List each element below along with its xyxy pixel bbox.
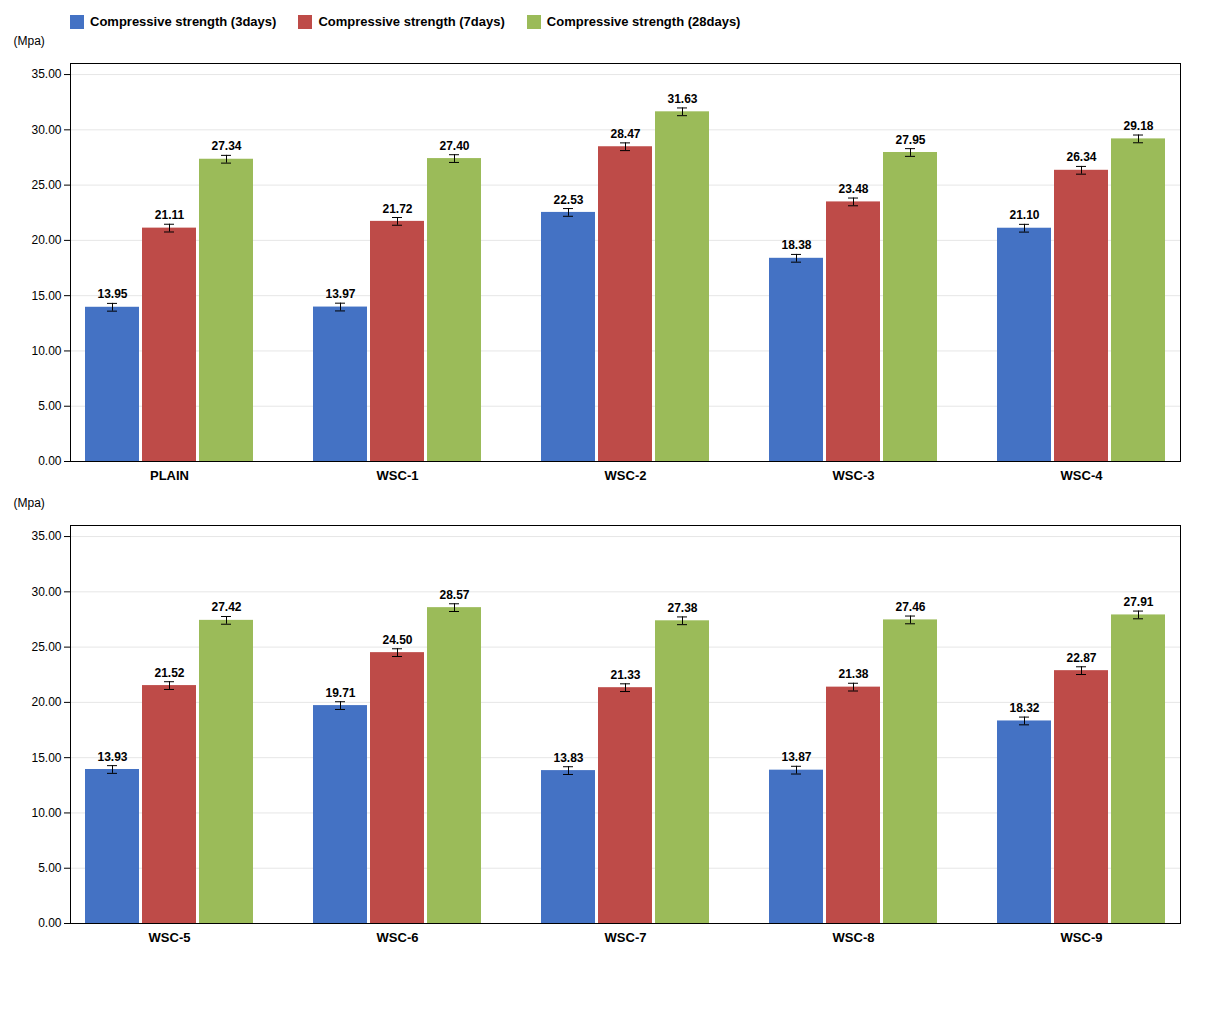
svg-text:PLAIN: PLAIN [150, 468, 189, 483]
svg-text:WSC-2: WSC-2 [605, 468, 647, 483]
svg-text:WSC-1: WSC-1 [377, 468, 419, 483]
svg-text:(Mpa): (Mpa) [14, 496, 45, 510]
svg-text:5.00: 5.00 [38, 861, 62, 875]
html-text:Compressive strength (28days): Compressive strength (28days) [546, 14, 741, 29]
svg-text:21.38: 21.38 [838, 667, 868, 681]
svg-text:28.47: 28.47 [610, 127, 640, 141]
svg-text:18.38: 18.38 [781, 238, 811, 252]
svg-text:35.00: 35.00 [31, 67, 61, 81]
svg-text:21.10: 21.10 [1009, 208, 1039, 222]
svg-text:22.53: 22.53 [553, 193, 583, 207]
svg-text:27.95: 27.95 [895, 133, 925, 147]
svg-text:10.00: 10.00 [31, 806, 61, 820]
svg-text:21.52: 21.52 [154, 666, 184, 680]
svg-text:WSC-8: WSC-8 [833, 930, 875, 945]
svg-text:13.83: 13.83 [553, 751, 583, 765]
svg-text:21.72: 21.72 [382, 202, 412, 216]
svg-text:10.00: 10.00 [31, 344, 61, 358]
svg-text:13.87: 13.87 [781, 750, 811, 764]
svg-text:21.33: 21.33 [610, 668, 640, 682]
svg-text:35.00: 35.00 [31, 529, 61, 543]
svg-text:25.00: 25.00 [31, 640, 61, 654]
svg-text:WSC-5: WSC-5 [149, 930, 191, 945]
svg-text:5.00: 5.00 [38, 399, 62, 413]
svg-text:WSC-9: WSC-9 [1061, 930, 1103, 945]
svg-text:31.63: 31.63 [667, 92, 697, 106]
html-text:Compressive strength (3days): Compressive strength (3days) [90, 14, 277, 29]
svg-text:27.34: 27.34 [211, 139, 241, 153]
svg-text:15.00: 15.00 [31, 289, 61, 303]
svg-text:WSC-4: WSC-4 [1061, 468, 1104, 483]
svg-text:24.50: 24.50 [382, 633, 412, 647]
svg-text:27.40: 27.40 [439, 139, 469, 153]
html-text:Compressive strength (7days): Compressive strength (7days) [318, 14, 505, 29]
svg-text:19.71: 19.71 [325, 686, 355, 700]
svg-text:25.00: 25.00 [31, 178, 61, 192]
svg-text:20.00: 20.00 [31, 695, 61, 709]
svg-text:28.57: 28.57 [439, 588, 469, 602]
svg-text:30.00: 30.00 [31, 123, 61, 137]
svg-text:30.00: 30.00 [31, 585, 61, 599]
svg-text:20.00: 20.00 [31, 233, 61, 247]
svg-text:13.95: 13.95 [97, 287, 127, 301]
svg-text:0.00: 0.00 [38, 916, 62, 930]
svg-text:27.46: 27.46 [895, 600, 925, 614]
svg-text:(Mpa): (Mpa) [14, 34, 45, 48]
svg-text:0.00: 0.00 [38, 454, 62, 468]
svg-text:22.87: 22.87 [1066, 651, 1096, 665]
svg-text:WSC-3: WSC-3 [833, 468, 875, 483]
svg-text:21.11: 21.11 [155, 208, 185, 222]
svg-text:WSC-6: WSC-6 [377, 930, 419, 945]
svg-text:27.38: 27.38 [667, 601, 697, 615]
svg-text:18.32: 18.32 [1009, 701, 1039, 715]
svg-text:13.93: 13.93 [97, 750, 127, 764]
svg-text:26.34: 26.34 [1066, 150, 1096, 164]
svg-text:23.48: 23.48 [838, 182, 868, 196]
svg-text:29.18: 29.18 [1123, 119, 1153, 133]
svg-text:27.91: 27.91 [1123, 595, 1153, 609]
svg-text:15.00: 15.00 [31, 751, 61, 765]
svg-text:27.42: 27.42 [211, 600, 241, 614]
svg-text:WSC-7: WSC-7 [605, 930, 647, 945]
svg-text:13.97: 13.97 [325, 287, 355, 301]
